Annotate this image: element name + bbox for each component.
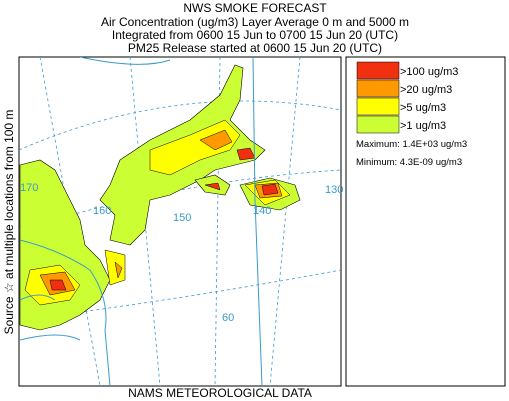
map: 170 160 150 140 130 60: [18, 56, 343, 387]
legend-swatch: [356, 97, 400, 116]
legend-swatch: [356, 79, 400, 98]
maximum: Maximum: 1.4E+03 ug/m3: [356, 139, 467, 150]
graticule-label: 60: [222, 312, 234, 324]
legend-label: >100 ug/m3: [400, 66, 458, 78]
graticule-label: 160: [93, 205, 111, 217]
subtitle: PM25 Release started at 0600 15 Jun 20 (…: [128, 41, 382, 55]
subtitle: Air Concentration (ug/m3) Layer Average …: [101, 15, 409, 29]
legend-swatch: [356, 61, 400, 80]
title: NWS SMOKE FORECAST: [183, 1, 327, 15]
legend-label: >5 ug/m3: [400, 102, 446, 114]
minimum: Minimum: 4.3E-09 ug/m3: [356, 157, 462, 168]
legend: >100 ug/m3 >20 ug/m3 >5 ug/m3 >1 ug/m3: [356, 61, 458, 134]
side-label: Source ☆ at multiple locations from 100 …: [2, 110, 16, 335]
graticule-label: 140: [253, 205, 271, 217]
legend-label: >20 ug/m3: [400, 84, 452, 96]
subtitle: Integrated from 0600 15 Jun to 0700 15 J…: [112, 28, 398, 42]
legend-label: >1 ug/m3: [400, 120, 446, 132]
graticule-label: 150: [173, 212, 191, 224]
graticule-label: 170: [20, 182, 38, 194]
graticule-label: 130: [325, 184, 343, 196]
legend-swatch: [356, 115, 400, 134]
footer: NAMS METEOROLOGICAL DATA: [128, 386, 312, 400]
